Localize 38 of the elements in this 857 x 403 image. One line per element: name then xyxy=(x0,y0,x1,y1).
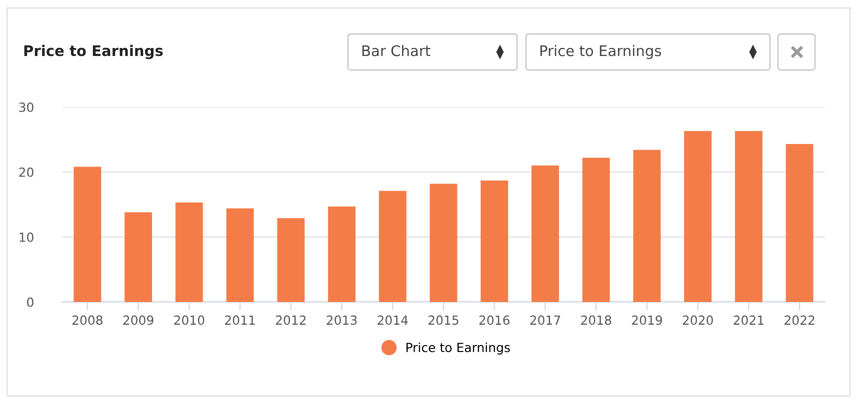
bar xyxy=(633,150,661,302)
x-tick-label: 2017 xyxy=(530,315,560,325)
bar xyxy=(175,202,203,302)
x-tick-label: 2011 xyxy=(225,315,255,325)
bar xyxy=(226,208,254,302)
legend-label: Price to Earnings xyxy=(406,342,510,355)
x-tick-label: 2018 xyxy=(581,315,612,325)
bar xyxy=(532,166,559,302)
chart-title: Price to Earnings xyxy=(24,44,163,60)
x-tick-label: 2008 xyxy=(72,315,102,325)
y-tick-label: 0 xyxy=(27,297,34,307)
bar xyxy=(582,158,610,302)
x-tick-label: 2021 xyxy=(734,315,764,325)
x-tick-label: 2016 xyxy=(479,315,510,325)
bar xyxy=(480,180,508,302)
bar xyxy=(378,190,406,302)
x-tick-label: 2020 xyxy=(682,315,713,325)
text: Bar Chart xyxy=(362,44,430,56)
text: Price to Earnings xyxy=(540,44,662,60)
y-tick-label: 20 xyxy=(19,167,34,177)
x-tick-label: 2015 xyxy=(428,315,458,325)
x-tick-label: 2010 xyxy=(174,315,204,325)
x-tick-label: 2012 xyxy=(276,315,306,325)
bar xyxy=(430,184,458,302)
bar xyxy=(786,144,814,302)
x-tick-label: 2022 xyxy=(784,315,814,325)
x-tick-label: 2013 xyxy=(326,315,357,325)
x-tick-label: 2009 xyxy=(123,315,154,325)
bar xyxy=(684,131,712,302)
y-tick-label: 30 xyxy=(19,102,34,112)
x-tick-label: 2019 xyxy=(632,315,662,325)
bar xyxy=(277,218,305,302)
bar xyxy=(74,166,102,302)
y-tick-label: 10 xyxy=(20,232,34,242)
x-tick-label: 2014 xyxy=(378,315,408,325)
bar xyxy=(124,212,152,302)
bar xyxy=(328,206,356,302)
bar xyxy=(734,131,762,302)
